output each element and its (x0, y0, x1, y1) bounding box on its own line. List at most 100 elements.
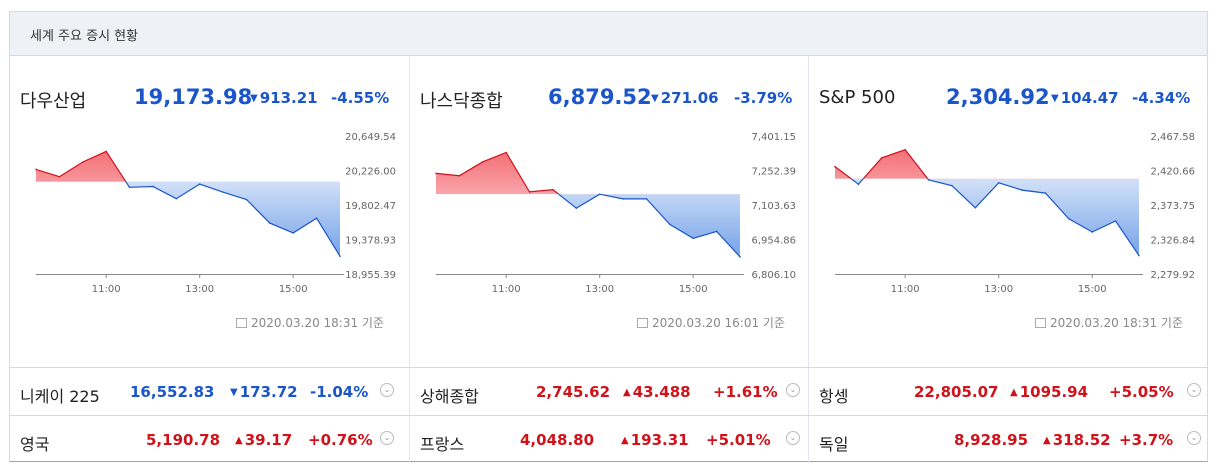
data-point (1138, 254, 1140, 257)
chevron-down-icon[interactable]: ⌄ (380, 383, 394, 397)
index-name: 니케이 225 (20, 387, 100, 406)
series-line-down (557, 194, 740, 258)
down-arrow-icon: ▼ (250, 93, 258, 104)
data-point (974, 206, 977, 209)
loss-area (125, 181, 340, 257)
index-name: 다우산업 (20, 91, 87, 112)
chevron-down-icon[interactable]: ⌄ (786, 383, 800, 397)
data-point (481, 160, 484, 163)
series-line-up (36, 150, 127, 182)
index-panel-sp500[interactable]: S&P 500 2,304.92 ▼ 104.47 -4.34% 11:00 13:… (808, 56, 1206, 367)
chevron-down-icon[interactable]: ⌄ (1187, 431, 1201, 445)
index-price: 6,879.52 (548, 85, 652, 109)
data-point (927, 179, 930, 181)
data-point (528, 191, 531, 193)
down-arrow-icon: ▼ (1051, 93, 1059, 104)
data-point (315, 217, 318, 220)
series-line-up (835, 148, 929, 179)
down-arrow-icon: ▼ (230, 387, 238, 398)
index-cell-germany[interactable]: 독일 8,928.95 ▲ 318.52 +3.7% ⌄ (808, 416, 1206, 463)
up-arrow-icon: ▲ (235, 435, 243, 446)
index-price: 22,805.07 (914, 383, 999, 401)
data-point (292, 232, 295, 234)
data-point (880, 156, 883, 159)
index-panel-dow[interactable]: 다우산업 19,173.98 ▼ 913.21 -4.55% 11:00 13:00… (10, 56, 408, 367)
chevron-down-icon[interactable]: ⌄ (1187, 383, 1201, 397)
world-stock-widget: 세계 주요 증시 현황 다우산업 19,173.98 ▼ 913.21 -4.55… (9, 11, 1208, 463)
widget-header: 세계 주요 증시 현황 (10, 12, 1207, 56)
data-point (951, 184, 953, 187)
index-percent: +5.05% (1109, 383, 1174, 401)
index-cell-hangseng[interactable]: 항셍 22,805.07 ▲ 1095.94 +5.05% ⌄ (808, 368, 1206, 415)
y-tick-label: 2,420.66 (1150, 167, 1195, 178)
x-tick-label: 11:00 (492, 284, 521, 295)
data-point (1021, 189, 1023, 191)
y-tick-label: 7,401.15 (751, 132, 796, 143)
y-tick-label: 7,252.39 (751, 167, 796, 178)
data-point (997, 181, 1000, 184)
index-cell-france[interactable]: 프랑스 4,048.80 ▲ 193.31 +5.01% ⌄ (409, 416, 807, 463)
data-point (269, 222, 271, 224)
index-percent: -4.34% (1132, 89, 1191, 107)
index-price: 4,048.80 (520, 431, 595, 449)
index-name: 독일 (819, 435, 849, 454)
y-tick-label: 2,373.75 (1150, 201, 1195, 212)
data-point (1068, 217, 1070, 220)
index-panel-nasdaq[interactable]: 나스닥종합 6,879.52 ▼ 271.06 -3.79% 11:00 13:00… (409, 56, 807, 367)
x-tick-label: 13:00 (984, 284, 1013, 295)
gain-area (36, 151, 340, 182)
index-cell-nikkei[interactable]: 니케이 225 16,552.83 ▼ 173.72 -1.04% ⌄ (10, 368, 408, 415)
x-tick-label: 15:00 (279, 284, 308, 295)
index-name: 나스닥종합 (420, 91, 503, 112)
index-chart: 11:00 13:00 15:00 20,649.54 20,226.00 19,802.… (35, 132, 396, 295)
x-tick-label: 15:00 (1078, 284, 1107, 295)
data-point (105, 150, 107, 153)
index-price: 2,745.62 (536, 383, 611, 401)
index-price: 2,304.92 (946, 85, 1050, 109)
up-arrow-icon: ▲ (1043, 435, 1051, 446)
data-point (622, 198, 624, 200)
calendar-icon (236, 318, 247, 328)
data-point (669, 223, 671, 226)
data-point (35, 168, 37, 171)
index-cell-shanghai[interactable]: 상해종합 2,745.62 ▲ 43.488 +1.61% ⌄ (409, 368, 807, 415)
index-change: ▲ 43.488 (623, 383, 691, 401)
index-panels: 다우산업 19,173.98 ▼ 913.21 -4.55% 11:00 13:00… (10, 56, 1207, 367)
data-point (458, 174, 461, 177)
timestamp: 2020.03.20 18:31 기준 (236, 314, 384, 331)
index-change: ▼ 913.21 (250, 89, 318, 107)
x-tick-label: 15:00 (679, 284, 708, 295)
data-point (128, 186, 131, 189)
timestamp: 2020.03.20 16:01 기준 (637, 314, 785, 331)
index-change: ▼ 271.06 (651, 89, 719, 107)
index-change: ▲ 318.52 (1043, 431, 1111, 449)
timestamp: 2020.03.20 18:31 기준 (1035, 314, 1183, 331)
data-point (505, 151, 507, 154)
y-tick-label: 19,378.93 (345, 236, 396, 247)
widget-title: 세계 주요 증시 현황 (30, 29, 139, 44)
down-arrow-icon: ▼ (651, 93, 659, 104)
calendar-icon (637, 318, 648, 328)
index-name: 상해종합 (420, 387, 479, 406)
y-tick-label: 2,326.84 (1150, 236, 1195, 247)
index-price: 5,190.78 (146, 431, 221, 449)
index-percent: +5.01% (706, 431, 771, 449)
x-tick-label: 13:00 (185, 284, 214, 295)
index-price: 19,173.98 (134, 85, 253, 109)
index-cell-uk[interactable]: 영국 5,190.78 ▲ 39.17 +0.76% ⌄ (10, 416, 408, 463)
index-name: S&P 500 (819, 87, 896, 108)
series-line-down (125, 181, 340, 257)
data-point (339, 255, 341, 257)
y-tick-label: 20,649.54 (345, 132, 396, 143)
up-arrow-icon: ▲ (1010, 387, 1018, 398)
y-tick-label: 7,103.63 (751, 201, 796, 212)
chevron-down-icon[interactable]: ⌄ (786, 431, 800, 445)
loss-area (558, 194, 740, 257)
index-change: ▲ 193.31 (621, 431, 689, 449)
index-percent: +3.7% (1119, 431, 1174, 449)
data-point (834, 165, 836, 168)
data-point (715, 230, 718, 233)
chevron-down-icon[interactable]: ⌄ (380, 431, 394, 445)
index-change: ▲ 39.17 (235, 431, 293, 449)
index-price: 16,552.83 (130, 383, 215, 401)
